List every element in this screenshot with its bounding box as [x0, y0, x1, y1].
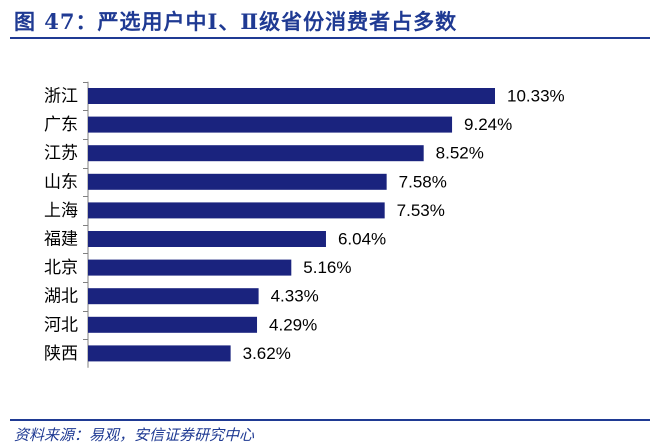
category-label: 北京 — [44, 258, 78, 277]
figure-label: 图 47 — [14, 9, 76, 34]
bar-10 — [88, 345, 231, 362]
bar-6 — [88, 231, 326, 247]
bar-4 — [88, 173, 387, 190]
value-label: 7.58% — [399, 172, 447, 191]
bar-8 — [88, 288, 259, 305]
category-label: 上海 — [44, 201, 78, 220]
title-separator: ： — [75, 9, 98, 34]
category-label: 湖北 — [44, 287, 78, 306]
source-divider — [10, 419, 650, 421]
value-label: 4.33% — [271, 287, 319, 306]
category-label: 浙江 — [44, 87, 78, 106]
value-label: 5.16% — [303, 258, 351, 277]
category-label: 江苏 — [44, 144, 78, 163]
value-label: 7.53% — [397, 201, 445, 220]
category-label: 陕西 — [44, 344, 78, 363]
bar-1 — [88, 88, 495, 104]
bar-3 — [88, 145, 424, 162]
category-label: 福建 — [44, 230, 78, 249]
value-label: 8.52% — [436, 144, 484, 163]
bar-7 — [88, 259, 292, 276]
bar-9 — [88, 316, 258, 333]
category-label: 河北 — [44, 315, 78, 334]
title-divider — [10, 37, 650, 39]
category-label: 广东 — [44, 115, 78, 134]
value-label: 9.24% — [464, 115, 512, 134]
figure-title-text: 严选用户中Ⅰ、Ⅱ级省份消费者占多数 — [97, 9, 458, 34]
value-label: 3.62% — [243, 344, 291, 363]
category-label: 山东 — [44, 172, 78, 191]
bar-5 — [88, 202, 385, 219]
source-note: 资料来源：易观，安信证券研究中心 — [14, 426, 255, 444]
value-label: 4.29% — [269, 315, 317, 334]
bar-2 — [88, 116, 453, 133]
value-label: 10.33% — [507, 87, 565, 106]
figure-title: 图 47：严选用户中Ⅰ、Ⅱ级省份消费者占多数 — [14, 6, 457, 36]
value-label: 6.04% — [338, 230, 386, 249]
